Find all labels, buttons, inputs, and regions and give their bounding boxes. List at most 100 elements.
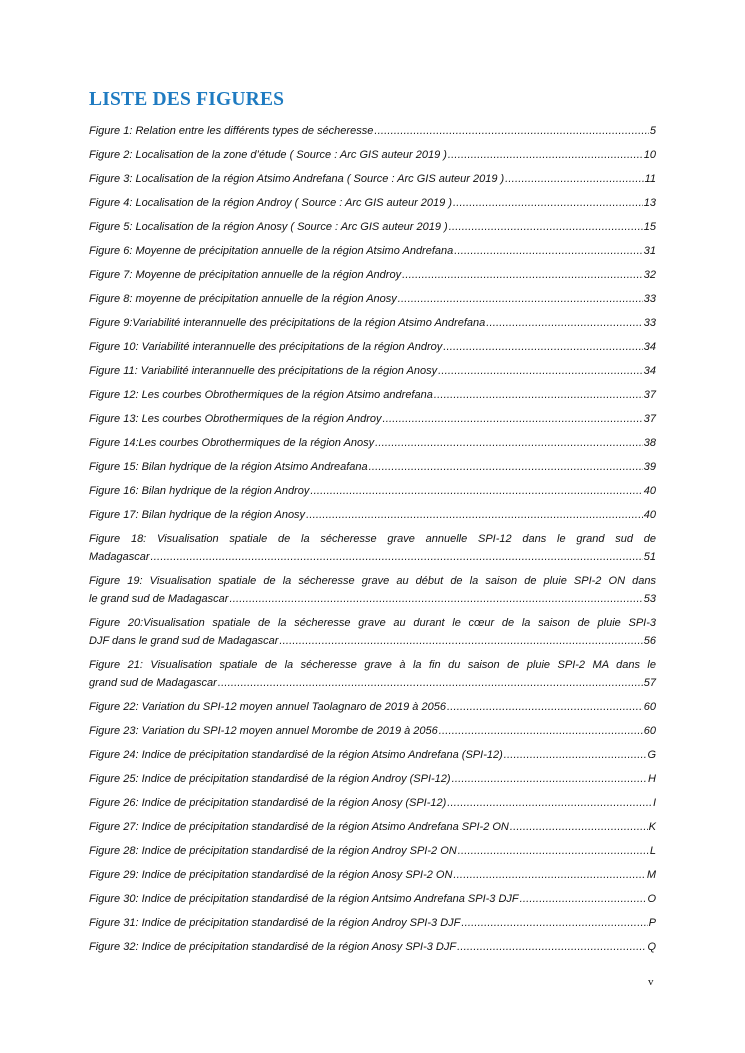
entry-page-number: 51 [643,551,656,563]
entry-page-number: 33 [643,293,656,305]
dot-leader [382,410,642,428]
dot-leader [486,314,643,332]
entry-page-number: 60 [643,725,656,737]
entry-title: Madagascar [89,551,150,563]
dot-leader [448,146,643,164]
entry-page-number: 34 [643,365,656,377]
entry-title: Figure 26: Indice de précipitation stand… [89,797,447,809]
table-of-figures: Figure 1: Relation entre les différents … [89,122,656,962]
toc-entry[interactable]: Figure 28: Indice de précipitation stand… [89,842,656,860]
entry-page-number: P [648,917,656,929]
dot-leader [510,818,648,836]
entry-page-number: 38 [643,437,656,449]
dot-leader [369,458,643,476]
entry-title: Figure 24: Indice de précipitation stand… [89,749,503,761]
entry-page-number: 56 [643,635,656,647]
toc-entry[interactable]: Figure 30: Indice de précipitation stand… [89,890,656,908]
entry-title: Figure 32: Indice de précipitation stand… [89,941,457,953]
dot-leader [458,842,649,860]
entry-title: Figure 17: Bilan hydrique de la région A… [89,509,306,521]
entry-title: Figure 2: Localisation de la zone d’étud… [89,149,447,161]
dot-leader [453,866,645,884]
entry-page-number: 60 [643,701,656,713]
toc-entry[interactable]: Figure 11: Variabilité interannuelle des… [89,362,656,380]
dot-leader [452,770,647,788]
toc-entry[interactable]: Figure 2: Localisation de la zone d’étud… [89,146,656,164]
dot-leader [398,290,643,308]
dot-leader [454,242,643,260]
entry-page-number: I [652,797,656,809]
entry-page-number: 53 [643,593,656,605]
dot-leader [306,506,643,524]
entry-page-number: O [647,893,656,905]
entry-title: Figure 5: Localisation de la région Anos… [89,221,448,233]
toc-entry[interactable]: Figure 27: Indice de précipitation stand… [89,818,656,836]
dot-leader [375,434,643,452]
dot-leader [402,266,643,284]
entry-title: Figure 6: Moyenne de précipitation annue… [89,245,454,257]
toc-entry[interactable]: Figure 9:Variabilité interannuelle des p… [89,314,656,332]
toc-entry[interactable]: Figure 29: Indice de précipitation stand… [89,866,656,884]
entry-title-line: Figure 20:Visualisation spatiale de la s… [89,617,656,629]
dot-leader [443,338,643,356]
dot-leader [457,938,646,956]
dot-leader [374,122,649,140]
entry-title: Figure 30: Indice de précipitation stand… [89,893,519,905]
dot-leader [461,914,647,932]
toc-entry[interactable]: Figure 24: Indice de précipitation stand… [89,746,656,764]
toc-entry[interactable]: Figure 26: Indice de précipitation stand… [89,794,656,812]
dot-leader [438,362,643,380]
entry-page-number: 39 [643,461,656,473]
page-title: LISTE DES FIGURES [89,89,285,110]
toc-entry[interactable]: Figure 19: Visualisation spatiale de la … [89,572,656,608]
entry-title: Figure 16: Bilan hydrique de la région A… [89,485,310,497]
toc-entry[interactable]: Figure 15: Bilan hydrique de la région A… [89,458,656,476]
entry-title: Figure 13: Les courbes Obrothermiques de… [89,413,382,425]
entry-title: Figure 1: Relation entre les différents … [89,125,374,137]
entry-page-number: 57 [643,677,656,689]
entry-title: Figure 3: Localisation de la région Atsi… [89,173,505,185]
entry-title: Figure 4: Localisation de la région Andr… [89,197,452,209]
dot-leader [504,746,647,764]
toc-entry[interactable]: Figure 8: moyenne de précipitation annue… [89,290,656,308]
entry-title: Figure 22: Variation du SPI-12 moyen ann… [89,701,446,713]
toc-entry[interactable]: Figure 32: Indice de précipitation stand… [89,938,656,956]
entry-page-number: 33 [643,317,656,329]
toc-entry[interactable]: Figure 6: Moyenne de précipitation annue… [89,242,656,260]
entry-title: Figure 23: Variation du SPI-12 moyen ann… [89,725,438,737]
toc-entry[interactable]: Figure 25: Indice de précipitation stand… [89,770,656,788]
entry-title: DJF dans le grand sud de Madagascar [89,635,279,647]
toc-entry[interactable]: Figure 5: Localisation de la région Anos… [89,218,656,236]
toc-entry[interactable]: Figure 31: Indice de précipitation stand… [89,914,656,932]
toc-entry[interactable]: Figure 22: Variation du SPI-12 moyen ann… [89,698,656,716]
toc-entry[interactable]: Figure 21: Visualisation spatiale de la … [89,656,656,692]
entry-page-number: 37 [643,413,656,425]
dot-leader [279,632,642,650]
entry-page-number: 34 [643,341,656,353]
entry-page-number: K [648,821,656,833]
toc-entry[interactable]: Figure 14:Les courbes Obrothermiques de … [89,434,656,452]
toc-entry[interactable]: Figure 17: Bilan hydrique de la région A… [89,506,656,524]
toc-entry[interactable]: Figure 16: Bilan hydrique de la région A… [89,482,656,500]
toc-entry[interactable]: Figure 20:Visualisation spatiale de la s… [89,614,656,650]
toc-entry[interactable]: Figure 7: Moyenne de précipitation annue… [89,266,656,284]
toc-entry[interactable]: Figure 13: Les courbes Obrothermiques de… [89,410,656,428]
entry-title: grand sud de Madagascar [89,677,217,689]
toc-entry[interactable]: Figure 12: Les courbes Obrothermiques de… [89,386,656,404]
entry-page-number: 15 [643,221,656,233]
entry-page-number: 11 [644,173,656,185]
dot-leader [453,194,643,212]
entry-title: Figure 29: Indice de précipitation stand… [89,869,453,881]
entry-page-number: G [647,749,656,761]
toc-entry[interactable]: Figure 4: Localisation de la région Andr… [89,194,656,212]
toc-entry[interactable]: Figure 23: Variation du SPI-12 moyen ann… [89,722,656,740]
dot-leader [310,482,642,500]
entry-title-line: Figure 19: Visualisation spatiale de la … [89,575,656,587]
toc-entry[interactable]: Figure 3: Localisation de la région Atsi… [89,170,656,188]
toc-entry[interactable]: Figure 10: Variabilité interannuelle des… [89,338,656,356]
entry-page-number: 31 [643,245,656,257]
toc-entry[interactable]: Figure 1: Relation entre les différents … [89,122,656,140]
dot-leader [229,590,642,608]
toc-entry[interactable]: Figure 18: Visualisation spatiale de la … [89,530,656,566]
entry-page-number: 13 [643,197,656,209]
